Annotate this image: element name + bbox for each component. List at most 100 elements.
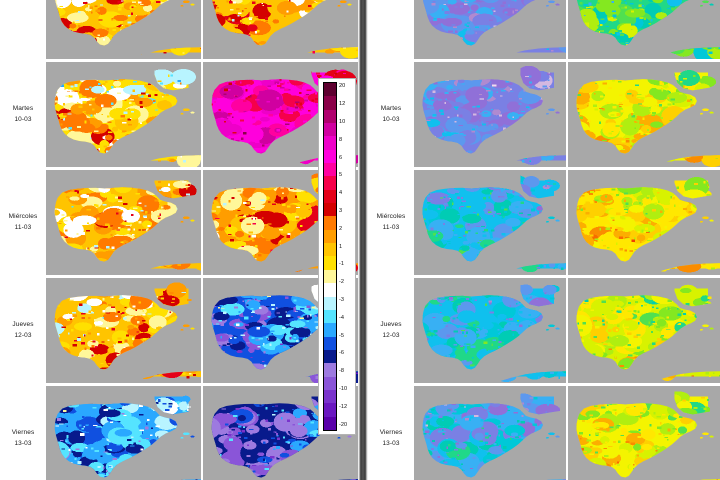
- colorbar-tick: 12: [339, 101, 346, 108]
- day-name: Jueves: [380, 321, 402, 329]
- day-label: [0, 0, 46, 59]
- colorbar-segment: [324, 269, 336, 284]
- colorbar-tick: -10: [339, 386, 348, 393]
- map-row: [368, 0, 720, 59]
- colorbar-segment: [324, 176, 336, 190]
- day-name: Jueves: [12, 321, 34, 329]
- map-row: Martes 10-03: [368, 62, 720, 167]
- day-date: 11-03: [14, 223, 32, 231]
- colorbar-segment: [324, 256, 336, 270]
- colorbar-tick: -12: [339, 404, 348, 411]
- temperature-map-grid: Martes 10-03 Miércoles 11-03 Jueves 12-03 Vier…: [368, 0, 720, 480]
- colorbar-tick: -6: [339, 350, 344, 357]
- colorbar-segment: [324, 136, 336, 150]
- colorbar-tick: -3: [339, 297, 344, 304]
- day-date: 13-03: [382, 439, 400, 447]
- map-panel[interactable]: [568, 386, 720, 480]
- colorbar-segment: [324, 349, 336, 364]
- colorbar-segment: [324, 296, 336, 310]
- day-label: Miércoles 11-03: [368, 170, 414, 275]
- map-row: Martes 10-03: [0, 62, 358, 167]
- map-panel[interactable]: [46, 170, 201, 275]
- colorbar-segment: [324, 229, 336, 244]
- map-row: [0, 0, 358, 59]
- colorbar-tick: 1: [339, 243, 343, 250]
- map-row: Miércoles 11-03: [368, 170, 720, 275]
- map-row: Miércoles 11-03: [0, 170, 358, 275]
- day-name: Viernes: [379, 429, 403, 437]
- colorbar-segment: [324, 83, 336, 97]
- day-label: [368, 0, 414, 59]
- day-label: Viernes 13-03: [0, 386, 46, 480]
- anomaly-report-pane[interactable]: Martes 10-03 Miércoles 11-03 Jueves 12-03 Vier…: [0, 0, 358, 480]
- map-panel[interactable]: [46, 386, 201, 480]
- colorbar-tick: 4: [339, 190, 343, 197]
- colorbar-segment: [324, 216, 336, 230]
- colorbar-segment: [324, 203, 336, 217]
- colorbar-segment: [324, 96, 336, 110]
- map-row: Jueves 12-03: [0, 278, 358, 383]
- colorbar-segment: [324, 283, 336, 297]
- colorbar-segment: [324, 189, 336, 204]
- colorbar-segment: [324, 336, 336, 350]
- colorbar-segment: [324, 123, 336, 137]
- map-panel[interactable]: [414, 62, 566, 167]
- map-panel[interactable]: [414, 0, 566, 59]
- day-date: 12-03: [14, 331, 32, 339]
- temperature-report-pane[interactable]: Martes 10-03 Miércoles 11-03 Jueves 12-03 Vier…: [368, 0, 720, 480]
- colorbar-segment: [324, 376, 336, 390]
- day-label: Jueves 12-03: [368, 278, 414, 383]
- day-name: Miércoles: [8, 213, 38, 221]
- map-panel[interactable]: [568, 0, 720, 59]
- pane-divider-scrollbar[interactable]: [358, 0, 368, 480]
- colorbar-tick: 5: [339, 172, 343, 179]
- anomaly-map-grid: Martes 10-03 Miércoles 11-03 Jueves 12-03 Vier…: [0, 0, 358, 480]
- map-panel[interactable]: [568, 278, 720, 383]
- colorbar-segment: [324, 243, 336, 257]
- colorbar-tick: -20: [339, 421, 348, 428]
- day-label: Martes 10-03: [368, 62, 414, 167]
- anomaly-colorbar-ticks: 20 12 10 8 6 5 4 3 2 1 -1 -2 -3 -4 -5 -6 -8 -10 -12 -20: [339, 82, 353, 431]
- day-date: 11-03: [382, 223, 400, 231]
- map-panel[interactable]: [46, 62, 201, 167]
- day-label: Viernes 13-03: [368, 386, 414, 480]
- colorbar-tick: -4: [339, 315, 344, 322]
- colorbar-segment: [324, 149, 336, 164]
- map-row: Viernes 13-03: [0, 386, 358, 480]
- map-panel[interactable]: [46, 0, 201, 59]
- map-panel[interactable]: [46, 278, 201, 383]
- map-row: Viernes 13-03: [368, 386, 720, 480]
- colorbar-tick: 8: [339, 136, 343, 143]
- colorbar-tick: 10: [339, 119, 346, 126]
- day-date: 10-03: [14, 115, 32, 123]
- colorbar-segment: [324, 309, 336, 324]
- day-date: 12-03: [382, 331, 400, 339]
- colorbar-tick: 2: [339, 225, 343, 232]
- colorbar-tick: -1: [339, 261, 344, 268]
- colorbar-segment: [324, 363, 336, 377]
- day-label: Jueves 12-03: [0, 278, 46, 383]
- colorbar-segment: [324, 416, 336, 430]
- map-panel[interactable]: [414, 170, 566, 275]
- colorbar-tick: -2: [339, 279, 344, 286]
- colorbar-tick: 6: [339, 154, 343, 161]
- map-panel[interactable]: [203, 0, 358, 59]
- map-panel[interactable]: [568, 170, 720, 275]
- colorbar-segment: [324, 109, 336, 124]
- anomaly-colorbar-strip: [323, 82, 337, 431]
- colorbar-tick: -5: [339, 332, 344, 339]
- day-date: 10-03: [382, 115, 400, 123]
- day-name: Miércoles: [376, 213, 406, 221]
- colorbar-tick: 3: [339, 208, 343, 215]
- anomaly-colorbar: 20 12 10 8 6 5 4 3 2 1 -1 -2 -3 -4 -5 -6 -8 -10 -12 -20: [318, 78, 356, 435]
- day-name: Martes: [12, 105, 34, 113]
- map-panel[interactable]: [568, 62, 720, 167]
- map-panel[interactable]: [414, 278, 566, 383]
- day-date: 13-03: [14, 439, 32, 447]
- day-label: Miércoles 11-03: [0, 170, 46, 275]
- day-name: Martes: [380, 105, 402, 113]
- colorbar-segment: [324, 323, 336, 337]
- map-panel[interactable]: [414, 386, 566, 480]
- colorbar-tick: 20: [339, 83, 346, 90]
